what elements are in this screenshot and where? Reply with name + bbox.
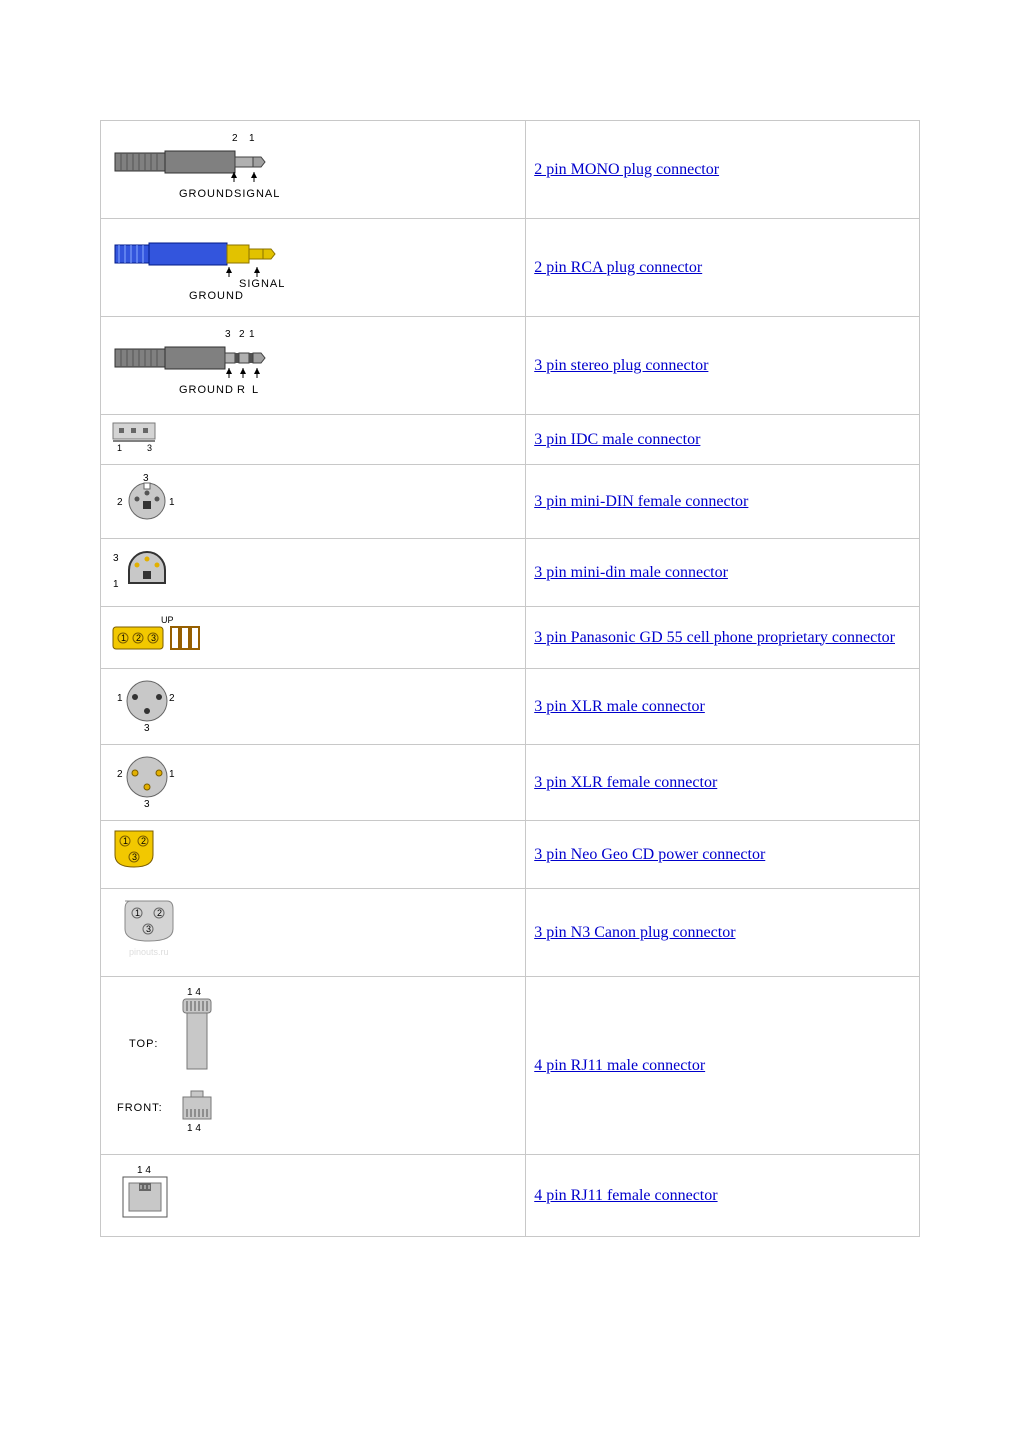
xlr3f-diagram: 2 1 3: [109, 751, 189, 809]
canon-n3-diagram: 1 2 3 pinouts.ru: [109, 895, 199, 965]
diagram-cell-rj11m: 1 4 TOP: FRONT: 1 4: [101, 977, 526, 1155]
svg-text:1: 1: [113, 579, 119, 590]
svg-text:3: 3: [143, 473, 149, 484]
minidin3m-diagram: 3 1: [109, 545, 189, 595]
svg-text:2: 2: [117, 497, 123, 508]
link-mono[interactable]: 2 pin MONO plug connector: [534, 161, 719, 178]
link-xlr-f[interactable]: 3 pin XLR female connector: [534, 774, 717, 791]
svg-text:1 4: 1 4: [137, 1165, 151, 1176]
svg-text:2: 2: [239, 329, 245, 340]
minidin3f-diagram: 2 1 3: [109, 471, 189, 527]
diagram-cell-mono: 2 1 GROUND SIGNAL: [101, 121, 526, 219]
link-gd55[interactable]: 3 pin Panasonic GD 55 cell phone proprie…: [534, 629, 895, 646]
svg-text:1: 1: [135, 908, 140, 918]
svg-text:2: 2: [169, 693, 175, 704]
diagram-cell-minidin-f: 2 1 3: [101, 465, 526, 539]
rj11f-diagram: 1 4: [109, 1161, 189, 1225]
link-cell-mono: 2 pin MONO plug connector: [526, 121, 920, 219]
svg-text:3: 3: [132, 852, 137, 862]
link-stereo[interactable]: 3 pin stereo plug connector: [534, 357, 708, 374]
diagram-cell-gd55: UP 1 2 3: [101, 607, 526, 669]
idc3-diagram: 1 3: [109, 421, 179, 453]
neogeo-diagram: 1 2 3: [109, 827, 169, 877]
svg-text:3: 3: [144, 723, 150, 733]
svg-text:UP: UP: [161, 615, 174, 625]
label-ground: GROUND: [179, 188, 234, 200]
svg-text:1: 1: [169, 769, 175, 780]
diagram-cell-xlr-m: 1 2 3: [101, 669, 526, 745]
svg-text:1 4: 1 4: [187, 1123, 201, 1134]
diagram-cell-rca: SIGNAL GROUND: [101, 219, 526, 317]
rj11m-diagram: 1 4 TOP: FRONT: 1 4: [109, 983, 249, 1143]
stereo-plug-diagram: 3 2 1 GROUND R L: [109, 323, 289, 403]
link-xlr-m[interactable]: 3 pin XLR male connector: [534, 698, 705, 715]
svg-text:GROUND: GROUND: [189, 290, 244, 302]
svg-text:TOP:: TOP:: [129, 1038, 158, 1050]
svg-text:2: 2: [157, 908, 162, 918]
xlr3m-diagram: 1 2 3: [109, 675, 189, 733]
link-minidin-m[interactable]: 3 pin mini-din male connector: [534, 564, 728, 581]
rca-plug-diagram: SIGNAL GROUND: [109, 225, 299, 305]
svg-text:2: 2: [117, 769, 123, 780]
gd55-diagram: UP 1 2 3: [109, 613, 229, 657]
svg-text:3: 3: [113, 553, 119, 564]
link-neogeo[interactable]: 3 pin Neo Geo CD power connector: [534, 846, 765, 863]
svg-text:FRONT:: FRONT:: [117, 1102, 163, 1114]
diagram-cell-minidin-m: 3 1: [101, 539, 526, 607]
svg-text:2: 2: [232, 133, 238, 144]
svg-text:pinouts.ru: pinouts.ru: [129, 947, 169, 957]
svg-text:L: L: [252, 384, 259, 396]
svg-text:3: 3: [146, 924, 151, 934]
svg-text:1: 1: [249, 329, 255, 340]
svg-text:1: 1: [169, 497, 175, 508]
svg-text:GROUND: GROUND: [179, 384, 234, 396]
svg-text:3: 3: [225, 329, 231, 340]
svg-text:1: 1: [249, 133, 255, 144]
svg-text:1: 1: [121, 633, 126, 643]
connectors-table: 2 1 GROUND SIGNAL 2 pin MONO plug connec…: [100, 120, 920, 1237]
svg-text:3: 3: [147, 443, 152, 453]
diagram-cell-canon: 1 2 3 pinouts.ru: [101, 889, 526, 977]
svg-text:1: 1: [123, 836, 128, 846]
link-canon[interactable]: 3 pin N3 Canon plug connector: [534, 924, 735, 941]
svg-text:1 4: 1 4: [187, 987, 201, 998]
mono-plug-diagram: 2 1 GROUND SIGNAL: [109, 127, 289, 207]
diagram-cell-neogeo: 1 2 3: [101, 821, 526, 889]
svg-text:2: 2: [141, 836, 146, 846]
diagram-cell-xlr-f: 2 1 3: [101, 745, 526, 821]
label-signal: SIGNAL: [234, 188, 280, 200]
svg-text:SIGNAL: SIGNAL: [239, 278, 285, 290]
diagram-cell-idc: 1 3: [101, 415, 526, 465]
link-idc[interactable]: 3 pin IDC male connector: [534, 431, 700, 448]
link-rj11f[interactable]: 4 pin RJ11 female connector: [534, 1187, 717, 1204]
svg-text:3: 3: [144, 799, 150, 809]
diagram-cell-rj11f: 1 4: [101, 1155, 526, 1237]
svg-text:1: 1: [117, 443, 122, 453]
svg-text:R: R: [237, 384, 246, 396]
svg-text:1: 1: [117, 693, 123, 704]
link-rca[interactable]: 2 pin RCA plug connector: [534, 259, 702, 276]
link-rj11m[interactable]: 4 pin RJ11 male connector: [534, 1057, 705, 1074]
diagram-cell-stereo: 3 2 1 GROUND R L: [101, 317, 526, 415]
link-minidin-f[interactable]: 3 pin mini-DIN female connector: [534, 493, 748, 510]
svg-text:2: 2: [136, 633, 141, 643]
svg-text:3: 3: [151, 633, 156, 643]
